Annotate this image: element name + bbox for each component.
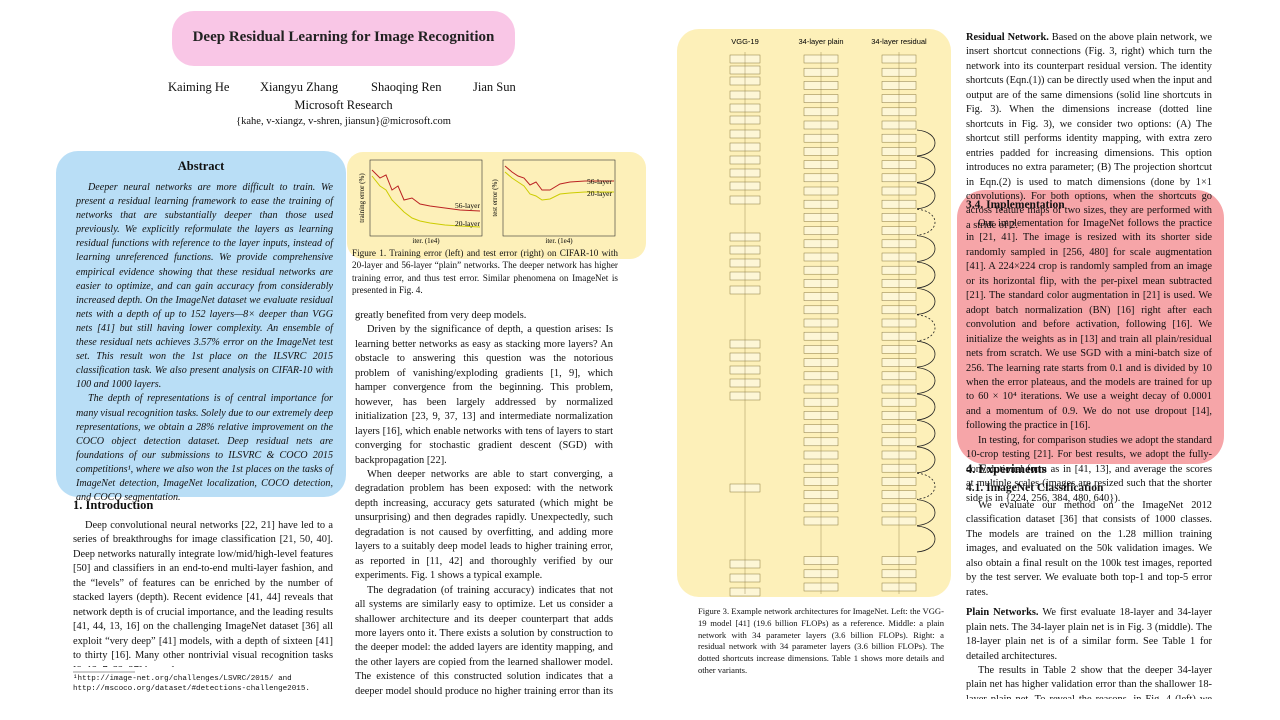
paper-title: Deep Residual Learning for Image Recogni… bbox=[192, 29, 495, 45]
shortcut bbox=[916, 472, 936, 500]
column-header: 34-layer plain bbox=[798, 37, 843, 46]
author: Jian Sun bbox=[473, 80, 516, 94]
paragraph: We evaluate our method on the ImageNet 2… bbox=[966, 500, 1212, 598]
curve bbox=[371, 175, 481, 228]
curve bbox=[504, 171, 614, 201]
section-heading: 1. Introduction bbox=[73, 498, 154, 512]
shortcut bbox=[916, 499, 936, 526]
paragraph: When deeper networks are able to start c… bbox=[355, 468, 613, 582]
paragraph: The results in Table 2 show that the dee… bbox=[966, 664, 1212, 699]
text: Based on the above plain network, we ins… bbox=[966, 32, 1212, 231]
abstract-heading: Abstract bbox=[177, 159, 225, 173]
column-header: VGG-19 bbox=[731, 37, 759, 46]
shortcut bbox=[916, 420, 936, 447]
implementation-highlight bbox=[957, 190, 1224, 464]
author: Xiangyu Zhang bbox=[260, 80, 339, 94]
paragraph: The depth of representations is of centr… bbox=[76, 393, 333, 504]
curve bbox=[504, 165, 614, 191]
column2-body: greatly benefited from very deep models.… bbox=[355, 309, 613, 699]
plot-frame bbox=[502, 159, 616, 237]
footnote: ¹http://image-net.org/challenges/LSVRC/2… bbox=[73, 675, 310, 693]
abstract-highlight bbox=[56, 151, 346, 497]
shortcut bbox=[916, 235, 936, 262]
legend-label: 56-layer bbox=[587, 177, 612, 186]
run-in-heading: Plain Networks. bbox=[966, 607, 1039, 619]
section-heading: 4. Experiments bbox=[966, 462, 1047, 476]
paragraph: Plain Networks. We first evaluate 18-lay… bbox=[966, 606, 1212, 664]
paragraph: The degradation (of training accuracy) i… bbox=[355, 584, 613, 697]
shortcut bbox=[916, 393, 936, 421]
y-axis-label: test error (%) bbox=[491, 179, 499, 217]
paragraph: Driven by the significance of depth, a q… bbox=[355, 324, 613, 466]
shortcut bbox=[916, 314, 936, 342]
shortcut bbox=[916, 182, 936, 210]
residual-network-body: Residual Network. Based on the above pla… bbox=[966, 31, 1212, 233]
title-highlight bbox=[172, 11, 515, 66]
paragraph: Residual Network. Based on the above pla… bbox=[966, 31, 1212, 233]
plot-frame bbox=[369, 159, 483, 237]
paragraph: Deep convolutional neural networks [22, … bbox=[73, 520, 333, 667]
legend-label: 20-layer bbox=[455, 219, 480, 228]
experiments-body: We evaluate our method on the ImageNet 2… bbox=[966, 499, 1212, 699]
email: {kahe, v-xiangz, v-shren, jiansun}@micro… bbox=[236, 116, 451, 127]
author: Shaoqing Ren bbox=[371, 80, 442, 94]
shortcut bbox=[916, 525, 936, 553]
shortcut bbox=[916, 261, 936, 289]
subsection-heading: 4.1. ImageNet Classification bbox=[966, 482, 1104, 494]
shortcut bbox=[916, 208, 936, 236]
shortcut bbox=[916, 288, 936, 315]
implementation-body: Our implementation for ImageNet follows … bbox=[966, 217, 1212, 506]
shortcut bbox=[916, 156, 936, 183]
curve bbox=[371, 169, 481, 212]
run-in-heading: Residual Network. bbox=[966, 32, 1049, 43]
column-header: 34-layer residual bbox=[871, 37, 927, 46]
legend-label: 20-layer bbox=[587, 189, 612, 198]
shortcut bbox=[916, 367, 936, 394]
introduction-body: Deep convolutional neural networks [22, … bbox=[73, 519, 333, 667]
figure1-left-plot bbox=[357, 161, 475, 241]
paragraph: In testing, for comparison studies we ad… bbox=[966, 434, 1212, 504]
subsection-heading: 3.4. Implementation bbox=[966, 199, 1065, 211]
y-axis-label: training error (%) bbox=[358, 173, 366, 223]
legend-label: 56-layer bbox=[455, 201, 480, 210]
shortcut bbox=[916, 446, 936, 474]
author: Kaiming He bbox=[168, 80, 230, 94]
paragraph: greatly benefited from very deep models. bbox=[355, 310, 527, 321]
shortcut bbox=[916, 340, 936, 368]
affiliation: Microsoft Research bbox=[294, 98, 393, 112]
x-axis-label: iter. (1e4) bbox=[412, 237, 440, 245]
shortcut bbox=[916, 129, 936, 157]
paragraph: Our implementation for ImageNet follows … bbox=[966, 218, 1212, 432]
figure1-caption: Figure 1. Training error (left) and test… bbox=[352, 248, 618, 296]
text: We first evaluate 18-layer and 34-layer … bbox=[966, 607, 1212, 662]
paragraph: Deeper neural networks are more difficul… bbox=[76, 182, 333, 391]
x-axis-label: iter. (1e4) bbox=[545, 237, 573, 245]
abstract-body: Deeper neural networks are more difficul… bbox=[76, 181, 333, 505]
figure3-caption: Figure 3. Example network architectures … bbox=[698, 606, 944, 675]
